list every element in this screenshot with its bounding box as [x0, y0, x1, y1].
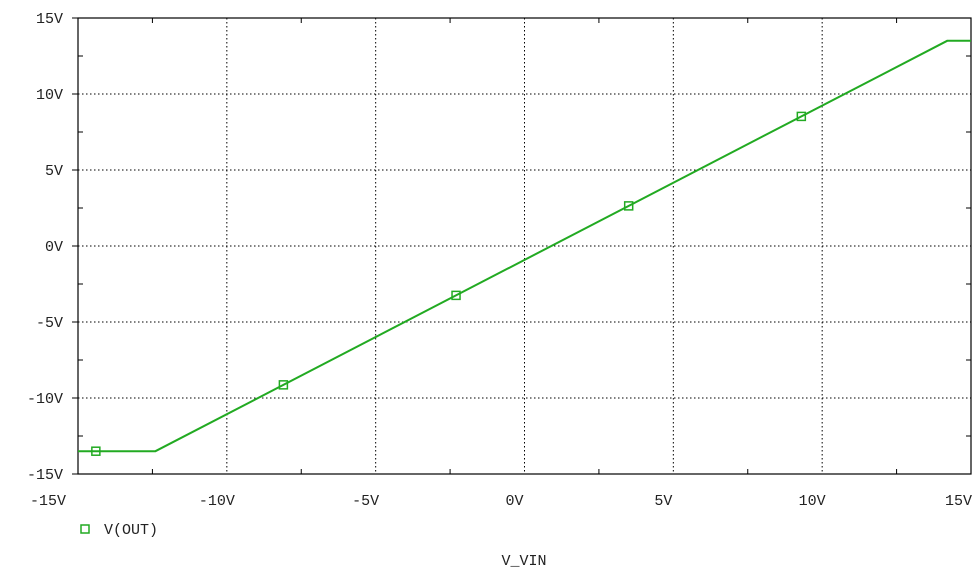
legend-label: V(OUT)	[104, 522, 158, 539]
tick-labels: -15V -10V -5V 0V 5V 10V 15V 15V 10V 5V 0V -5V -10V -1…	[27, 11, 972, 510]
series-line	[78, 39, 971, 453]
y-tick-label: 10V	[36, 87, 63, 104]
y-tick-label: 15V	[36, 11, 63, 28]
y-tick-label: -15V	[27, 467, 63, 484]
x-tick-label: -15V	[30, 493, 66, 510]
x-tick-label: 10V	[799, 493, 826, 510]
y-tick-label: 0V	[45, 239, 63, 256]
y-tick-label: 5V	[45, 163, 63, 180]
series-marker	[796, 111, 807, 122]
grid-lines	[78, 18, 971, 474]
x-tick-label: 0V	[505, 493, 523, 510]
series-marker	[278, 380, 289, 390]
x-tick-label: -5V	[352, 493, 379, 510]
legend: V(OUT)	[80, 522, 158, 539]
x-tick-label: 5V	[654, 493, 672, 510]
x-tick-label: 15V	[945, 493, 972, 510]
legend-marker-icon	[80, 524, 90, 534]
series-marker	[623, 201, 634, 211]
x-axis-label: V_VIN	[501, 553, 546, 570]
minor-ticks	[72, 17, 971, 475]
series-marker	[91, 446, 101, 456]
y-tick-label: -10V	[27, 391, 63, 408]
series-marker	[451, 290, 461, 301]
x-tick-label: -10V	[199, 493, 235, 510]
y-tick-label: -5V	[36, 315, 63, 332]
series-layer	[78, 39, 971, 456]
